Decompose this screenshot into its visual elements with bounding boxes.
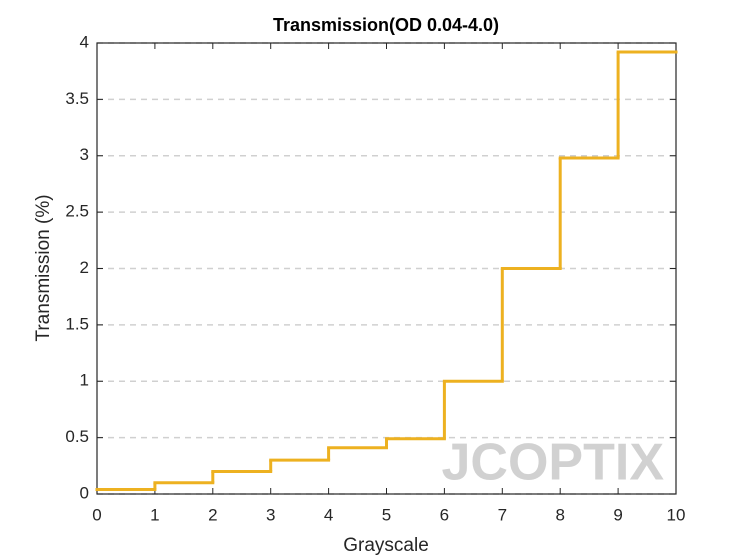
y-tick-label: 3 bbox=[80, 145, 89, 164]
chart-title: Transmission(OD 0.04-4.0) bbox=[273, 15, 499, 35]
y-tick-label: 0 bbox=[80, 483, 89, 502]
y-tick-label: 2.5 bbox=[65, 202, 89, 221]
y-tick-label: 3.5 bbox=[65, 89, 89, 108]
y-tick-label: 2 bbox=[80, 258, 89, 277]
x-tick-label: 4 bbox=[324, 505, 333, 524]
x-tick-label: 0 bbox=[92, 505, 101, 524]
x-tick-label: 1 bbox=[150, 505, 159, 524]
x-tick-label: 5 bbox=[382, 505, 391, 524]
y-tick-label: 1 bbox=[80, 371, 89, 390]
x-tick-label: 6 bbox=[440, 505, 449, 524]
y-tick-label: 4 bbox=[80, 32, 89, 51]
x-tick-label: 10 bbox=[667, 505, 686, 524]
x-axis-label: Grayscale bbox=[343, 535, 429, 556]
x-tick-label: 7 bbox=[498, 505, 507, 524]
x-tick-label: 3 bbox=[266, 505, 275, 524]
y-tick-label: 1.5 bbox=[65, 314, 89, 333]
watermark: JCOPTIX bbox=[442, 434, 665, 492]
plot-frame bbox=[96, 42, 677, 495]
y-axis-label: Transmission (%) bbox=[33, 194, 54, 341]
x-tick-label: 8 bbox=[555, 505, 564, 524]
x-tick-label: 9 bbox=[613, 505, 622, 524]
x-tick-label: 2 bbox=[208, 505, 217, 524]
y-tick-label: 0.5 bbox=[65, 427, 89, 446]
